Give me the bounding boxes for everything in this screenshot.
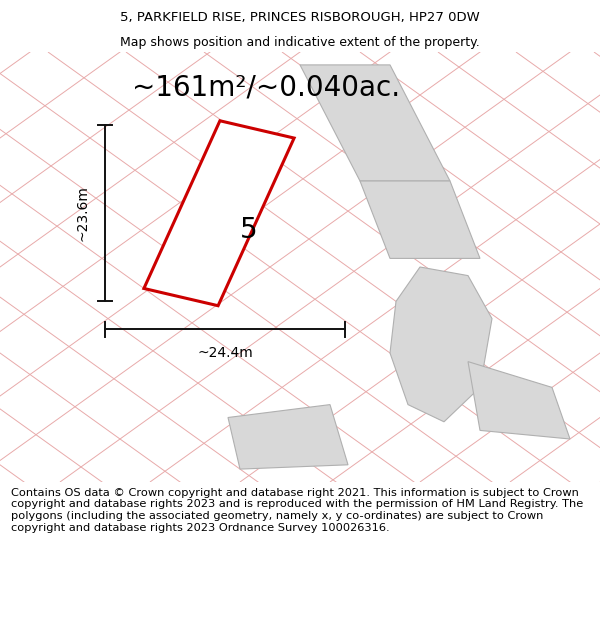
Polygon shape [300,65,450,181]
Text: ~23.6m: ~23.6m [76,185,90,241]
Text: ~161m²/~0.040ac.: ~161m²/~0.040ac. [132,74,400,101]
Text: ~24.4m: ~24.4m [197,346,253,360]
Polygon shape [144,121,294,306]
Text: 5: 5 [240,216,258,244]
Polygon shape [360,181,480,258]
Polygon shape [228,404,348,469]
Polygon shape [390,267,492,422]
Text: 5, PARKFIELD RISE, PRINCES RISBOROUGH, HP27 0DW: 5, PARKFIELD RISE, PRINCES RISBOROUGH, H… [120,11,480,24]
Polygon shape [468,362,570,439]
Text: Map shows position and indicative extent of the property.: Map shows position and indicative extent… [120,36,480,49]
Text: Contains OS data © Crown copyright and database right 2021. This information is : Contains OS data © Crown copyright and d… [11,488,583,532]
